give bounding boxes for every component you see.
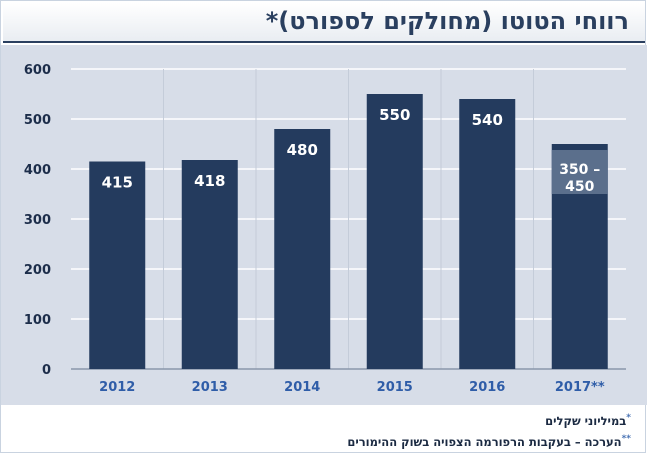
bar-value-label: 540	[472, 111, 503, 129]
bar-value-label: 350 –450	[559, 162, 600, 195]
x-category-label: 2017**	[555, 380, 605, 395]
bar-2012	[89, 161, 146, 369]
y-tick-label: 100	[24, 313, 51, 328]
x-category-label: 2012	[99, 380, 135, 395]
footnote-1-text: במיליוני שקלים	[545, 413, 627, 428]
footnotes: *במיליוני שקלים **הערכה – בעקבות הרפורמה…	[11, 409, 631, 451]
y-tick-label: 600	[24, 63, 51, 78]
title-bar: רווחי הטוטו (מחולקים לספורט)*	[3, 3, 645, 43]
bar-value-label: 418	[194, 172, 225, 190]
bar-2014	[274, 129, 331, 369]
footnote-1-mark: *	[626, 413, 631, 423]
y-tick-label: 300	[24, 213, 51, 228]
y-tick-label: 0	[42, 363, 51, 378]
y-tick-label: 500	[24, 113, 51, 128]
x-category-label: 2016	[469, 380, 505, 395]
range-segment	[551, 150, 608, 194]
bar-value-label: 550	[379, 106, 410, 124]
bar-value-label-line: 350 –	[559, 162, 600, 178]
bar-2015	[366, 94, 423, 369]
footnote-2-text: הערכה – בעקבות הרפורמה הצפויה בשוק ההימו…	[347, 434, 622, 449]
y-tick-label: 200	[24, 263, 51, 278]
bar-chart: 0 100 200 300 400 500 600 415 2012 418 2013 480 2014…	[24, 63, 626, 395]
bar-value-label: 415	[102, 174, 133, 192]
footnote-2-mark: **	[621, 433, 631, 444]
x-category-label: 2014	[284, 380, 320, 395]
bar-value-label-line: 450	[565, 179, 594, 195]
bar-2013	[181, 160, 238, 369]
x-category-label: 2013	[192, 380, 228, 395]
y-tick-label: 400	[24, 163, 51, 178]
footnote-1: *במיליוני שקלים	[11, 409, 631, 430]
footnote-2: **הערכה – בעקבות הרפורמה הצפויה בשוק ההי…	[11, 430, 631, 451]
bar-2016	[459, 99, 516, 369]
bar-value-label: 480	[287, 141, 318, 159]
chart-title: רווחי הטוטו (מחולקים לספורט)*	[265, 7, 629, 35]
x-category-label: 2015	[377, 380, 413, 395]
